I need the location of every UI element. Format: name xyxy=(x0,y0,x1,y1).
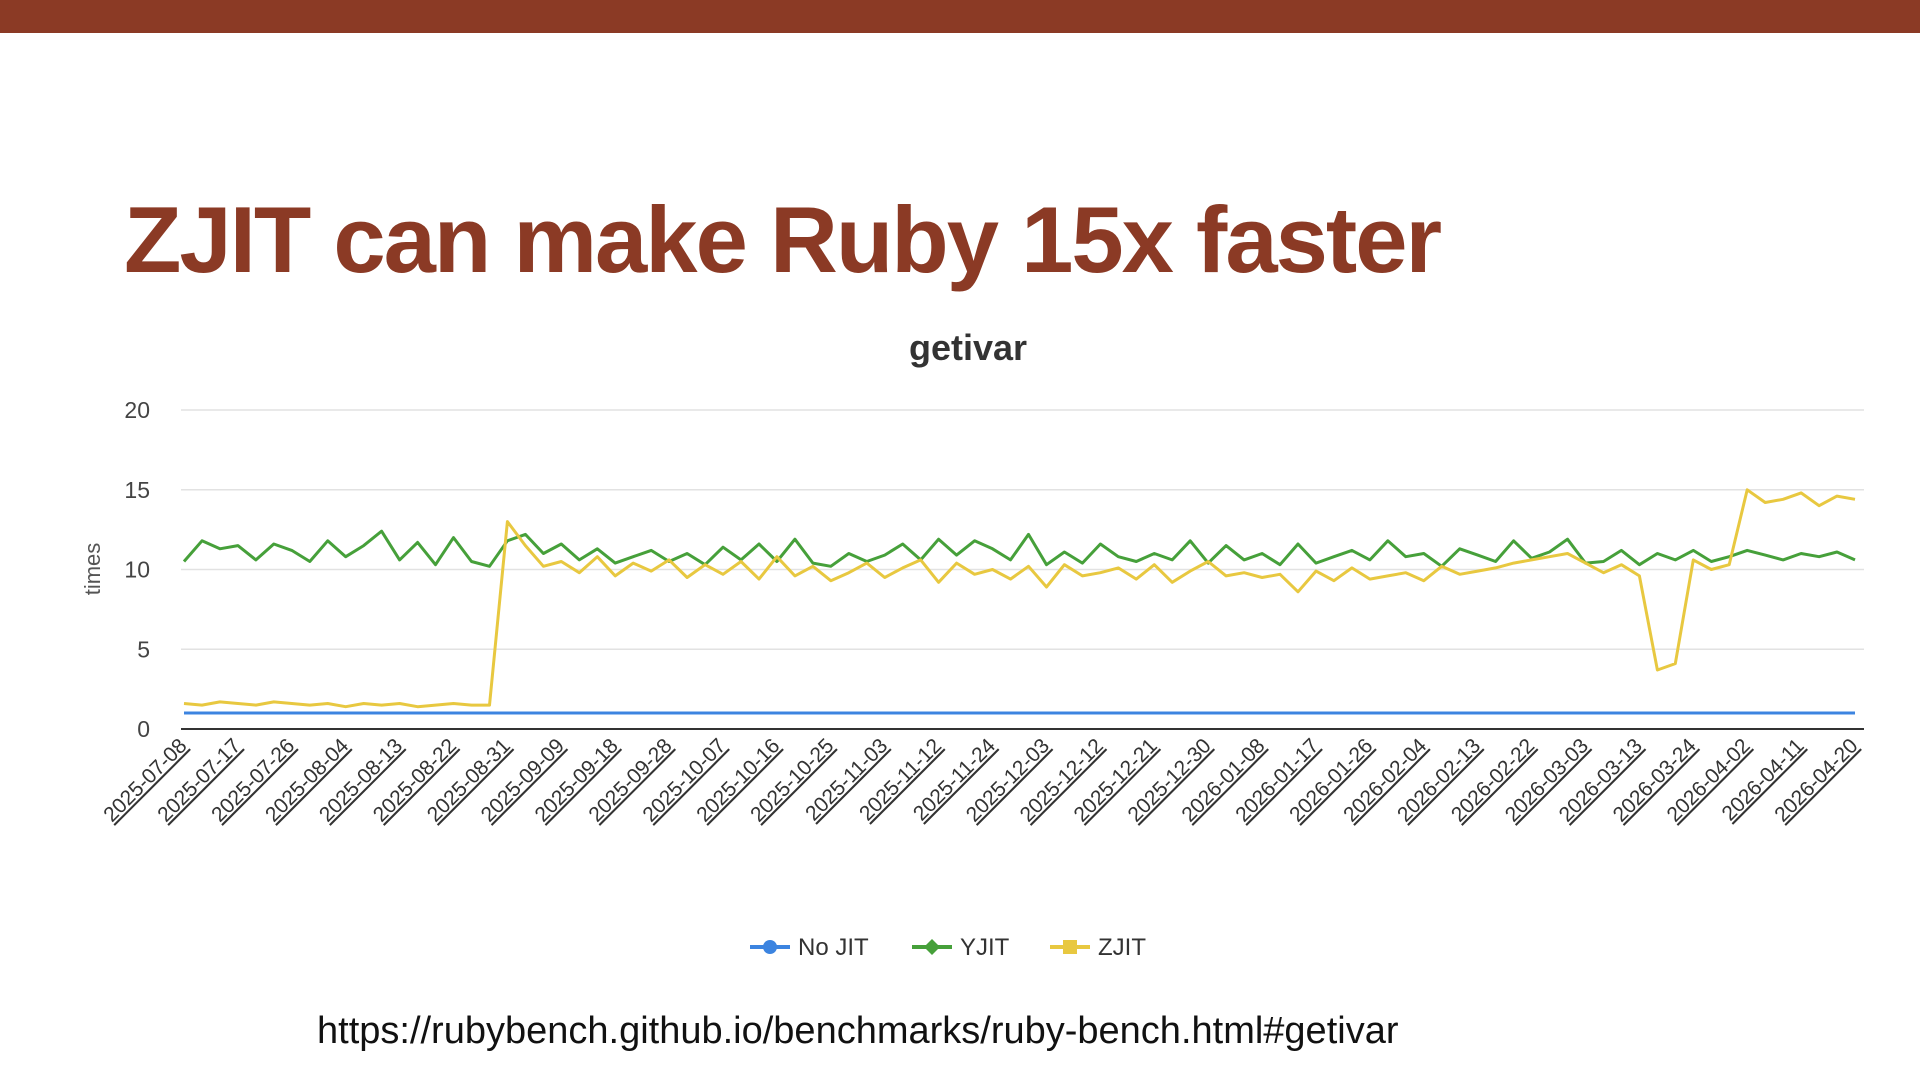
y-tick-label: 10 xyxy=(124,557,150,583)
legend-label: No JIT xyxy=(798,934,869,961)
legend-label: YJIT xyxy=(960,934,1010,961)
chart-title: getivar xyxy=(909,327,1027,368)
legend-item: ZJIT xyxy=(1050,934,1146,961)
legend-marker xyxy=(924,939,940,955)
y-tick-label: 15 xyxy=(124,477,150,503)
legend-marker xyxy=(763,940,777,954)
legend-label: ZJIT xyxy=(1098,934,1146,961)
y-tick-label: 5 xyxy=(137,636,150,662)
top-bar xyxy=(0,0,1920,33)
legend-marker xyxy=(1063,940,1077,954)
slide-title: ZJIT can make Ruby 15x faster xyxy=(124,187,1441,292)
series-line xyxy=(182,529,1856,568)
y-tick-label: 0 xyxy=(137,716,150,742)
source-url: https://rubybench.github.io/benchmarks/r… xyxy=(317,1010,1399,1052)
legend-item: YJIT xyxy=(912,934,1010,961)
y-tick-label: 20 xyxy=(124,397,150,423)
series-line xyxy=(183,488,1856,709)
y-axis-label: times xyxy=(80,543,105,596)
legend-item: No JIT xyxy=(750,934,869,961)
